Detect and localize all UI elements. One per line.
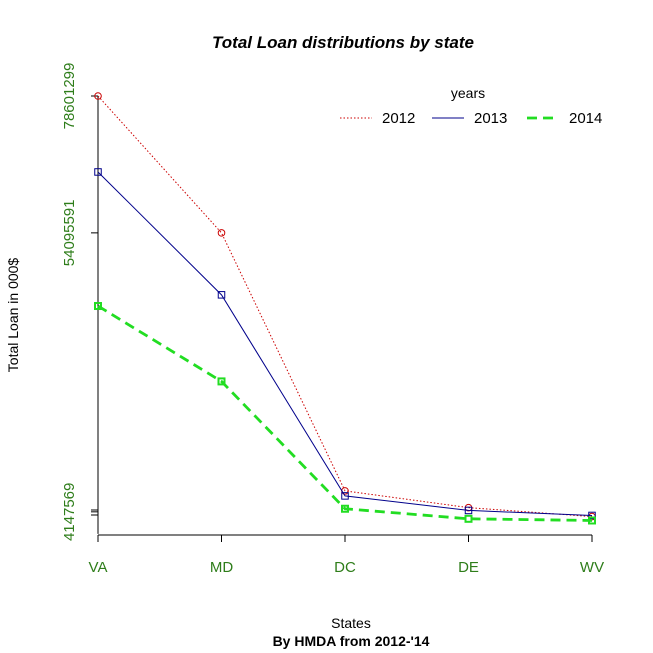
y-tick-label: 54095591 <box>61 199 78 266</box>
legend-label-2014: 2014 <box>569 110 602 127</box>
data-point <box>341 492 349 500</box>
series-line-2014 <box>97 304 593 522</box>
x-tick-label: VA <box>89 559 108 576</box>
data-point <box>588 516 596 525</box>
series-2012 <box>94 92 596 521</box>
data-point <box>94 92 102 100</box>
chart-subtitle: By HMDA from 2012-'14 <box>273 633 430 649</box>
data-point <box>217 229 226 237</box>
x-axis: VA MD DC DE WV <box>89 534 604 576</box>
y-tick-label: 78601299 <box>61 63 78 130</box>
data-point <box>588 511 596 520</box>
x-tick-label: DE <box>458 559 479 576</box>
data-point <box>94 302 102 311</box>
legend: years 2012 2013 2014 <box>340 85 602 127</box>
data-point <box>94 168 102 176</box>
series-2013 <box>94 168 596 520</box>
data-point <box>217 291 226 299</box>
legend-label-2012: 2012 <box>382 110 415 127</box>
legend-label-2013: 2013 <box>474 110 507 127</box>
data-point <box>341 504 349 513</box>
legend-title: years <box>451 85 485 101</box>
y-axis-title: Total Loan in 000$ <box>5 258 21 373</box>
data-point <box>464 514 473 523</box>
x-tick-label: WV <box>580 559 604 576</box>
series-line-2013 <box>97 171 593 516</box>
data-point <box>217 377 226 386</box>
x-axis-title: States <box>331 615 371 631</box>
series-line-2012 <box>97 95 593 518</box>
series-2014 <box>94 302 596 525</box>
x-tick-label: DC <box>334 559 356 576</box>
x-tick-label: MD <box>210 559 233 576</box>
series-layer <box>94 92 596 525</box>
y-tick-label: 4147569 <box>61 483 78 541</box>
y-axis: 4147569 54095591 78601299 <box>61 63 99 541</box>
data-point <box>464 506 473 515</box>
chart-title: Total Loan distributions by state <box>212 33 474 52</box>
